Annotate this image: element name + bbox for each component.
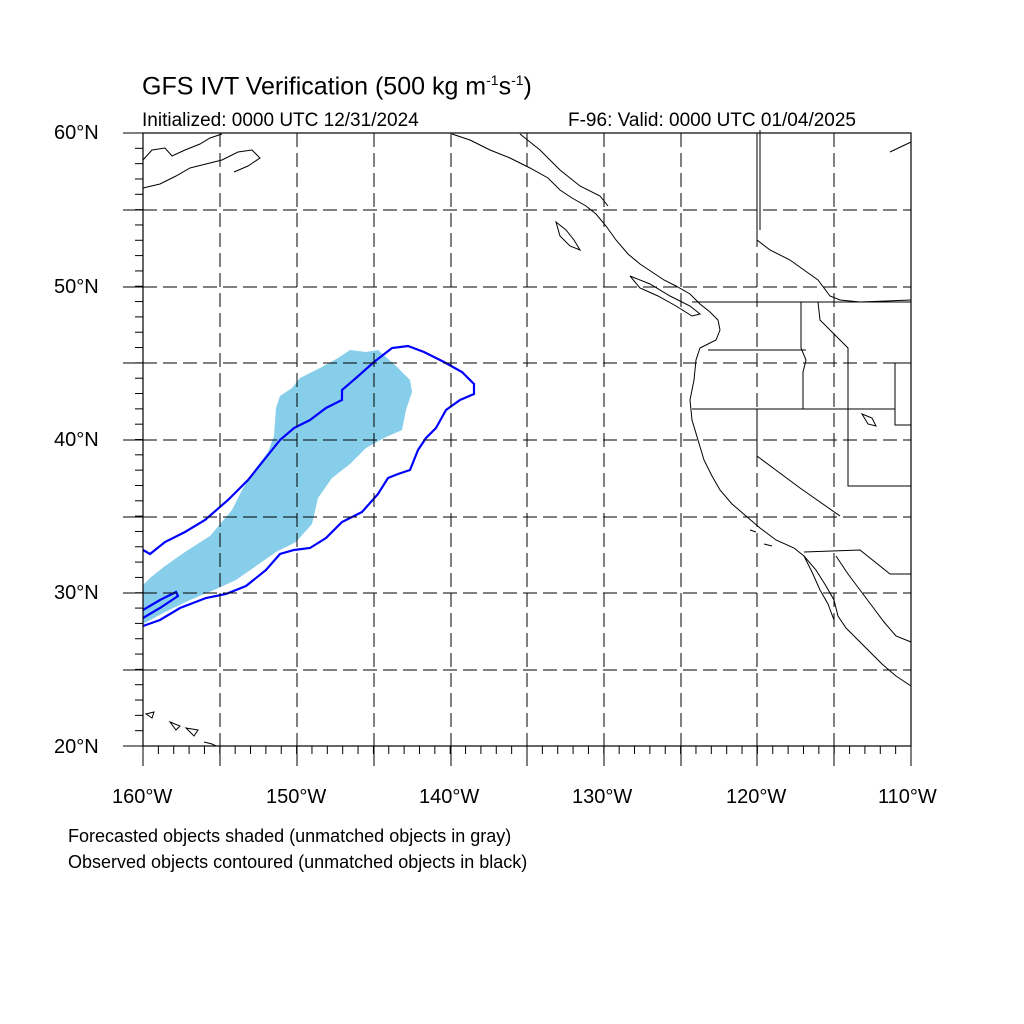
graticule [143,133,911,746]
lat-label-60: 60°N [54,122,99,144]
lat-label-20: 20°N [54,736,99,758]
lat-label-50: 50°N [54,276,99,298]
coastlines [142,130,912,747]
minor-ticks [135,147,897,754]
forecast-note: Forecasted objects shaded (unmatched obj… [68,826,512,846]
initialized-time: Initialized: 0000 UTC 12/31/2024 [142,110,419,131]
forecast-object [143,350,412,624]
lat-label-30: 30°N [54,582,99,604]
axis-ticks [123,132,912,766]
lat-label-40: 40°N [54,429,99,451]
map-title: GFS IVT Verification (500 kg m-1s-1) [142,72,532,101]
observed-note: Observed objects contoured (unmatched ob… [68,852,528,872]
observed-object-contour [142,344,476,628]
lon-label-120: 120°W [726,786,787,808]
lon-label-110: 110°W [878,786,937,808]
lon-label-150: 150°W [266,786,327,808]
lon-label-160: 160°W [112,786,173,808]
lon-label-130: 130°W [572,786,633,808]
valid-time: F-96: Valid: 0000 UTC 01/04/2025 [568,110,856,131]
lon-label-140: 140°W [419,786,480,808]
